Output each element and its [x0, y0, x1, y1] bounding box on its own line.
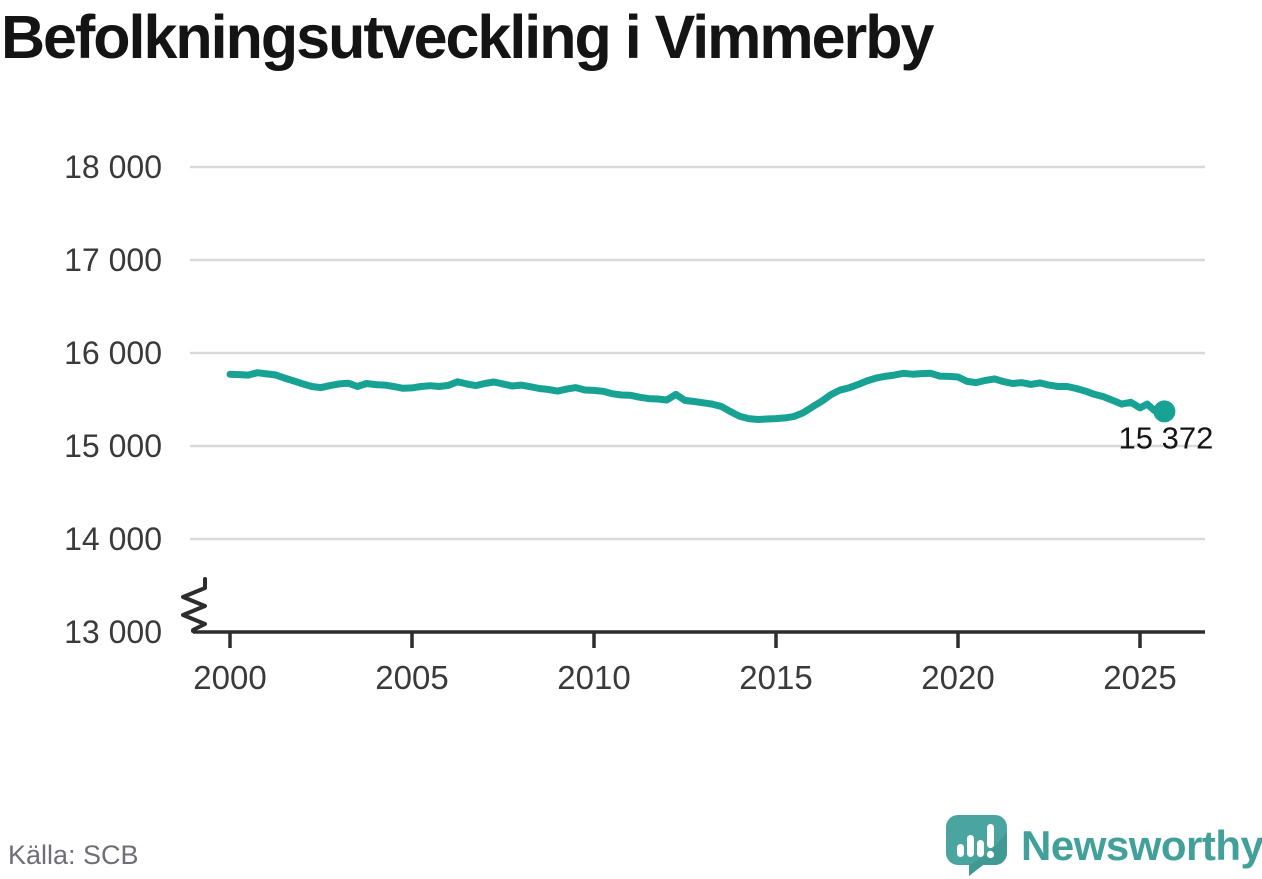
newsworthy-logo-text: Newsworthy: [1021, 821, 1262, 869]
page-title: Befolkningsutveckling i Vimmerby: [1, 3, 934, 71]
x-axis-tick-label: 2005: [375, 659, 448, 696]
x-axis-tick-label: 2010: [557, 659, 630, 696]
y-axis-tick-label: 13 000: [64, 614, 162, 650]
y-axis-tick-label: 17 000: [64, 242, 162, 278]
source-attribution: Källa: SCB: [8, 840, 139, 870]
y-axis-tick-label: 14 000: [64, 521, 162, 557]
y-axis-tick-label: 18 000: [64, 149, 162, 185]
newsworthy-speech-bubble-bar-chart-icon: [946, 815, 1007, 876]
end-point-dot: [1153, 400, 1176, 423]
x-axis-tick-label: 2025: [1103, 659, 1176, 696]
population-data-line: [226, 369, 1168, 423]
y-axis-tick-label: 16 000: [64, 335, 162, 371]
y-axis-tick-label: 15 000: [64, 428, 162, 464]
newsworthy-logo: Newsworthy: [945, 814, 1262, 877]
x-axis-tick-label: 2015: [739, 659, 812, 696]
end-value-label: 15 372: [1119, 420, 1214, 455]
x-axis-tick-label: 2020: [921, 659, 994, 696]
axis-break-icon: [181, 577, 207, 633]
x-axis-tick-label: 2000: [193, 659, 266, 696]
